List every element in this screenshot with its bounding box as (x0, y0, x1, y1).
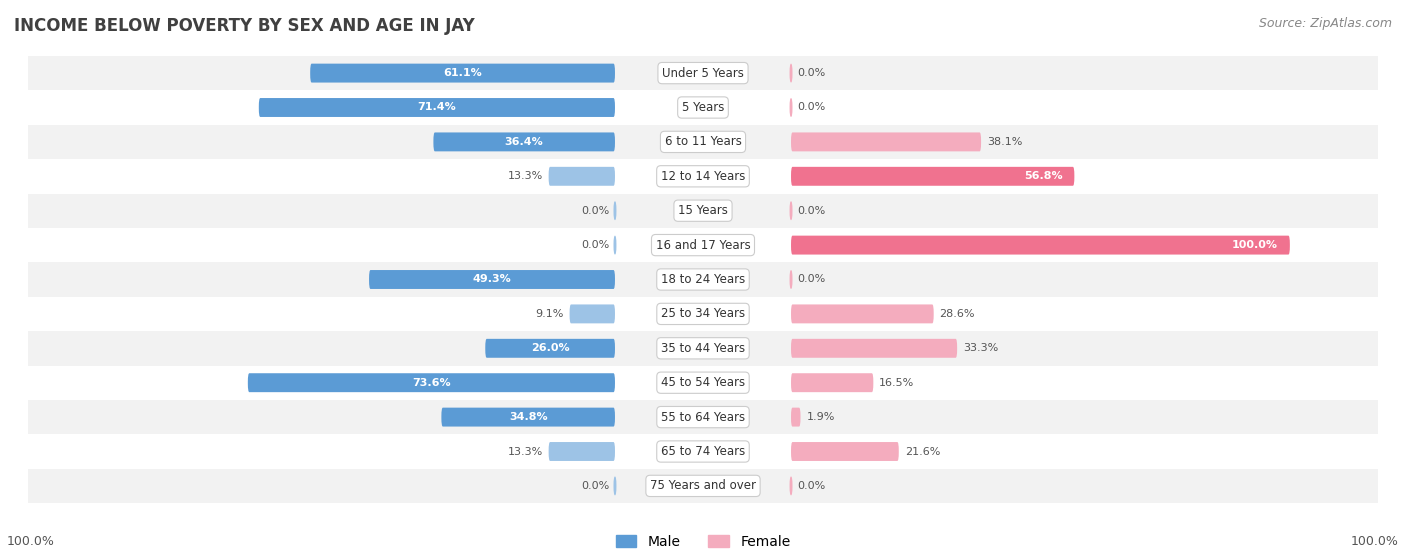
Text: 12 to 14 Years: 12 to 14 Years (661, 170, 745, 183)
Text: 28.6%: 28.6% (939, 309, 974, 319)
Text: 100.0%: 100.0% (1351, 535, 1399, 548)
FancyBboxPatch shape (613, 201, 616, 220)
Text: 0.0%: 0.0% (797, 481, 825, 491)
Bar (28, 262, 1378, 297)
FancyBboxPatch shape (790, 98, 793, 117)
FancyBboxPatch shape (485, 339, 614, 358)
FancyBboxPatch shape (433, 132, 614, 151)
Text: 61.1%: 61.1% (443, 68, 482, 78)
FancyBboxPatch shape (613, 476, 616, 495)
FancyBboxPatch shape (792, 408, 800, 427)
Bar (28, 91, 1378, 125)
Text: 34.8%: 34.8% (509, 412, 547, 422)
Text: 100.0%: 100.0% (1232, 240, 1278, 250)
FancyBboxPatch shape (792, 236, 1289, 254)
Text: 0.0%: 0.0% (797, 274, 825, 285)
Text: 36.4%: 36.4% (505, 137, 544, 147)
FancyBboxPatch shape (790, 270, 793, 289)
Text: 6 to 11 Years: 6 to 11 Years (665, 135, 741, 148)
Text: 38.1%: 38.1% (987, 137, 1022, 147)
Text: 0.0%: 0.0% (797, 68, 825, 78)
Bar (28, 400, 1378, 434)
Text: Source: ZipAtlas.com: Source: ZipAtlas.com (1258, 17, 1392, 30)
FancyBboxPatch shape (311, 64, 614, 83)
Text: INCOME BELOW POVERTY BY SEX AND AGE IN JAY: INCOME BELOW POVERTY BY SEX AND AGE IN J… (14, 17, 475, 35)
Bar (28, 125, 1378, 159)
FancyBboxPatch shape (548, 442, 614, 461)
Text: Under 5 Years: Under 5 Years (662, 67, 744, 79)
Bar (28, 159, 1378, 193)
Text: 56.8%: 56.8% (1024, 171, 1063, 181)
Text: 9.1%: 9.1% (536, 309, 564, 319)
Bar (28, 193, 1378, 228)
FancyBboxPatch shape (792, 167, 1074, 186)
Text: 73.6%: 73.6% (412, 378, 451, 388)
Text: 71.4%: 71.4% (418, 102, 457, 112)
Text: 65 to 74 Years: 65 to 74 Years (661, 445, 745, 458)
FancyBboxPatch shape (792, 373, 873, 392)
Text: 35 to 44 Years: 35 to 44 Years (661, 342, 745, 355)
Text: 55 to 64 Years: 55 to 64 Years (661, 411, 745, 424)
Text: 0.0%: 0.0% (797, 206, 825, 216)
FancyBboxPatch shape (548, 167, 614, 186)
Text: 21.6%: 21.6% (904, 447, 941, 457)
FancyBboxPatch shape (792, 442, 898, 461)
FancyBboxPatch shape (569, 305, 614, 323)
Text: 49.3%: 49.3% (472, 274, 512, 285)
FancyBboxPatch shape (790, 201, 793, 220)
FancyBboxPatch shape (790, 64, 793, 83)
FancyBboxPatch shape (792, 339, 957, 358)
FancyBboxPatch shape (790, 476, 793, 495)
Text: 45 to 54 Years: 45 to 54 Years (661, 376, 745, 389)
FancyBboxPatch shape (368, 270, 614, 289)
Text: 75 Years and over: 75 Years and over (650, 480, 756, 492)
Bar (28, 434, 1378, 468)
Text: 18 to 24 Years: 18 to 24 Years (661, 273, 745, 286)
Text: 1.9%: 1.9% (807, 412, 835, 422)
FancyBboxPatch shape (613, 236, 616, 254)
Bar (28, 366, 1378, 400)
FancyBboxPatch shape (792, 305, 934, 323)
FancyBboxPatch shape (247, 373, 614, 392)
Bar (28, 297, 1378, 331)
Text: 0.0%: 0.0% (581, 481, 609, 491)
Text: 15 Years: 15 Years (678, 204, 728, 217)
FancyBboxPatch shape (259, 98, 614, 117)
Text: 0.0%: 0.0% (581, 240, 609, 250)
Text: 100.0%: 100.0% (7, 535, 55, 548)
Bar (28, 56, 1378, 91)
Text: 16 and 17 Years: 16 and 17 Years (655, 239, 751, 252)
Legend: Male, Female: Male, Female (610, 529, 796, 555)
FancyBboxPatch shape (792, 132, 981, 151)
Bar (28, 331, 1378, 366)
Text: 16.5%: 16.5% (879, 378, 914, 388)
Text: 25 to 34 Years: 25 to 34 Years (661, 307, 745, 320)
FancyBboxPatch shape (441, 408, 614, 427)
Bar (28, 228, 1378, 262)
Text: 13.3%: 13.3% (508, 171, 543, 181)
Text: 5 Years: 5 Years (682, 101, 724, 114)
Text: 26.0%: 26.0% (531, 343, 569, 353)
Text: 0.0%: 0.0% (797, 102, 825, 112)
Bar (28, 468, 1378, 503)
Text: 13.3%: 13.3% (508, 447, 543, 457)
Text: 33.3%: 33.3% (963, 343, 998, 353)
Text: 0.0%: 0.0% (581, 206, 609, 216)
